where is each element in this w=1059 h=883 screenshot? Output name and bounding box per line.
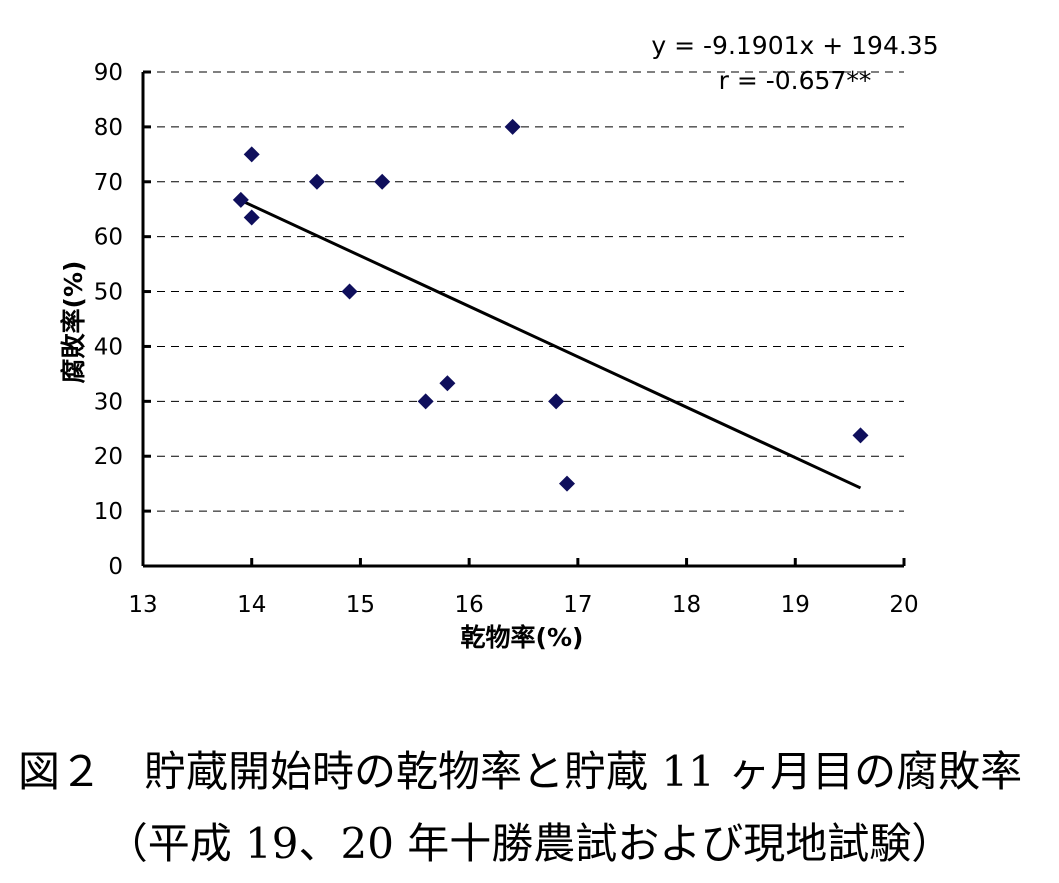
data-point-0 bbox=[232, 191, 249, 208]
y-tick-label-8: 80 bbox=[94, 115, 123, 141]
trendline bbox=[240, 199, 862, 490]
axes: 0 10 20 30 40 50 60 70 80 90 13 14 15 16 17 18 19 20 bbox=[94, 60, 919, 618]
data-point-6 bbox=[417, 393, 434, 410]
x-tick-label-5: 18 bbox=[672, 592, 701, 618]
data-point-3 bbox=[308, 173, 325, 190]
data-point-9 bbox=[548, 393, 565, 410]
figure-caption-title: 図２ 貯蔵開始時の乾物率と貯蔵 11 ヶ月目の腐敗率 bbox=[18, 747, 1023, 796]
y-tick-label-0: 0 bbox=[108, 554, 123, 580]
y-tick-label-1: 10 bbox=[94, 499, 123, 525]
data-point-4 bbox=[341, 283, 358, 300]
correlation-coefficient: r = -0.657** bbox=[719, 66, 872, 95]
data-points bbox=[232, 118, 869, 492]
gridlines bbox=[143, 71, 904, 512]
x-tick-label-4: 17 bbox=[563, 592, 592, 618]
y-tick-label-5: 50 bbox=[94, 280, 123, 306]
y-tick-label-2: 20 bbox=[94, 444, 123, 470]
x-tick-label-2: 15 bbox=[346, 592, 375, 618]
figure-caption-source: （平成 19、20 年十勝農試および現地試験） bbox=[105, 819, 954, 868]
data-point-10 bbox=[558, 475, 575, 492]
data-point-11 bbox=[852, 427, 869, 444]
x-tick-label-0: 13 bbox=[128, 592, 157, 618]
labels: y = -9.1901x + 194.35 r = -0.657** 乾物率(%… bbox=[59, 31, 939, 652]
x-tick-label-3: 16 bbox=[455, 592, 484, 618]
data-point-8 bbox=[504, 118, 521, 135]
data-point-2 bbox=[243, 209, 260, 226]
y-axis-label: 腐敗率(%) bbox=[59, 261, 88, 384]
trendline-layer bbox=[240, 199, 862, 490]
y-tick-label-7: 70 bbox=[94, 170, 123, 196]
x-tick-label-6: 19 bbox=[781, 592, 810, 618]
data-point-1 bbox=[243, 146, 260, 163]
y-tick-label-9: 90 bbox=[94, 60, 123, 86]
x-axis-label: 乾物率(%) bbox=[461, 623, 584, 652]
x-tick-label-7: 20 bbox=[889, 592, 918, 618]
y-tick-label-3: 30 bbox=[94, 389, 123, 415]
x-tick-label-1: 14 bbox=[237, 592, 266, 618]
trendline-equation: y = -9.1901x + 194.35 bbox=[651, 31, 938, 60]
y-tick-label-6: 60 bbox=[94, 225, 123, 251]
scatter-chart: 0 10 20 30 40 50 60 70 80 90 13 14 15 16 17 18 19 20 y = … bbox=[59, 31, 939, 652]
data-point-5 bbox=[374, 173, 391, 190]
data-point-7 bbox=[439, 375, 456, 392]
y-tick-label-4: 40 bbox=[94, 334, 123, 360]
